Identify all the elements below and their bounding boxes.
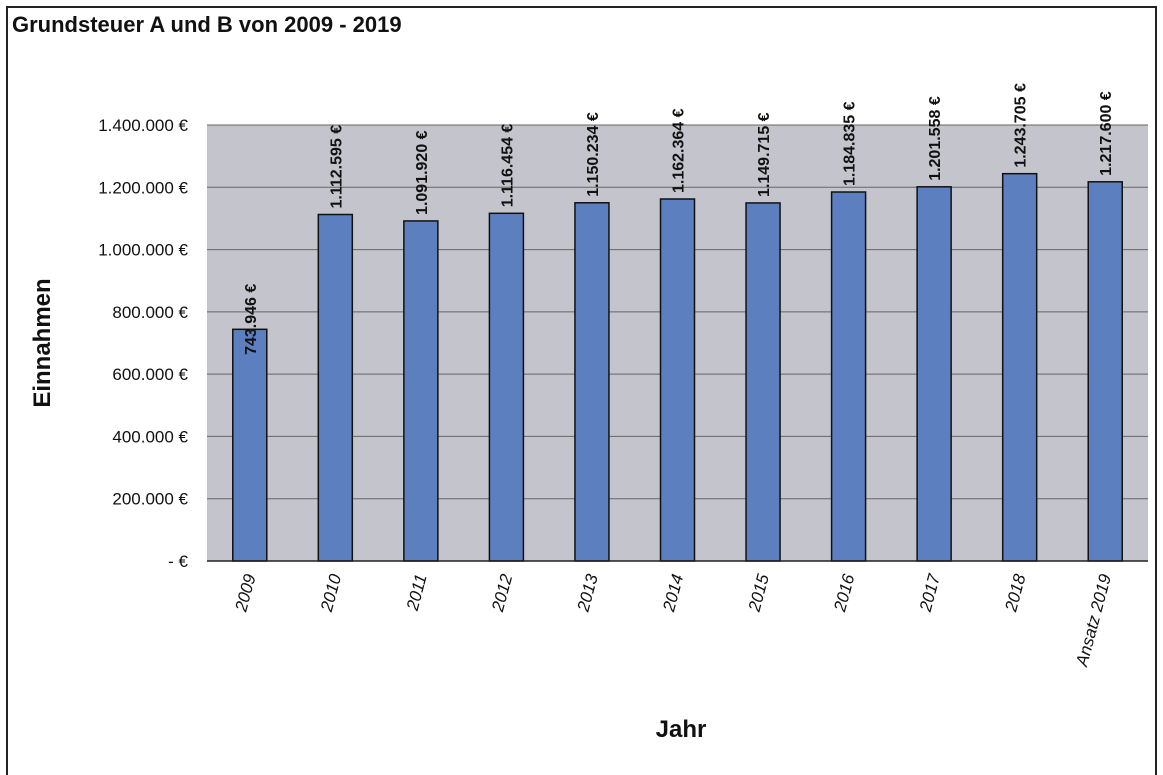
x-tick-label: 2015 [745, 572, 774, 615]
data-label: 1.091.920 € [414, 130, 431, 215]
x-tick-label: 2009 [231, 572, 260, 615]
data-label: 1.149.715 € [756, 112, 773, 197]
x-tick-label: 2016 [830, 572, 859, 615]
bar [232, 328, 268, 562]
chart-title: Grundsteuer A und B von 2009 - 2019 [12, 12, 402, 37]
y-tick-label: 1.200.000 € [98, 178, 188, 197]
data-label: 743.946 € [243, 284, 260, 355]
data-label: 1.162.364 € [671, 108, 688, 193]
bar [1087, 181, 1123, 562]
bar [916, 186, 952, 562]
data-label: 1.116.454 € [499, 124, 516, 208]
y-tick-label: 1.000.000 € [98, 241, 188, 260]
y-tick-label: - € [168, 552, 188, 571]
bar [488, 212, 525, 562]
data-label: 1.112.595 € [328, 125, 345, 209]
x-tick-label: 2011 [403, 572, 431, 613]
bar [574, 202, 610, 562]
x-tick-label: 2017 [916, 572, 945, 615]
data-label: 1.217.600 € [1098, 91, 1115, 176]
bars [232, 172, 1123, 562]
bar [830, 191, 867, 562]
bar [745, 202, 781, 562]
x-tick-label: 2012 [488, 572, 517, 615]
x-axis-title: Jahr [656, 716, 707, 743]
data-label: 1.184.835 € [842, 101, 859, 186]
y-tick-label: 400.000 € [112, 427, 188, 446]
y-axis-title: Einnahmen [29, 278, 56, 407]
x-tick-label: 2018 [1001, 572, 1030, 615]
x-tick-label: 2013 [573, 572, 602, 615]
data-label: 1.150.234 € [585, 112, 602, 197]
x-axis-tick-labels: 2009 2010 2011 2012 2013 2014 2015 2016 2017 2018… [231, 572, 1115, 670]
x-tick-label: 2014 [659, 572, 687, 614]
bar [317, 213, 354, 562]
data-label: 1.243.705 € [1013, 83, 1030, 168]
y-tick-label: 200.000 € [112, 490, 188, 509]
y-tick-label: 1.400.000 € [98, 116, 188, 135]
y-tick-label: 600.000 € [112, 365, 188, 384]
data-label: 1.201.558 € [927, 96, 944, 181]
bar [1001, 172, 1038, 562]
x-tick-label: 2010 [317, 572, 346, 615]
bar [403, 220, 439, 562]
chart-frame [6, 6, 1157, 775]
x-tick-label: Ansatz 2019 [1072, 572, 1115, 670]
bar [659, 198, 696, 562]
data-labels: 743.946 € 1.112.595 € 1.091.920 € 1.116.454… [243, 83, 1115, 355]
y-axis-tick-labels: - € 200.000 € 400.000 € 600.000 € 800.000 € 1… [98, 116, 188, 571]
y-tick-label: 800.000 € [112, 303, 188, 322]
